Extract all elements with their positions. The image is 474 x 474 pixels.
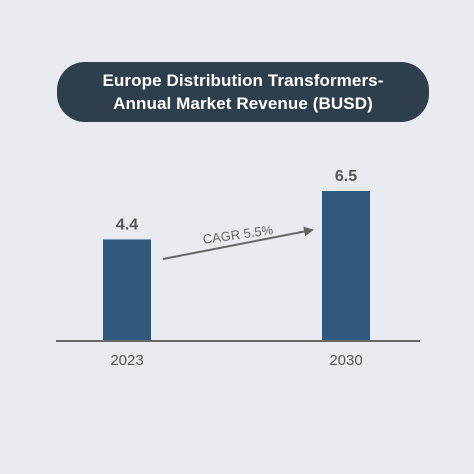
chart-title-line-1: Europe Distribution Transformers- (102, 71, 384, 90)
value-label-2023: 4.4 (116, 216, 138, 233)
bar-2023 (103, 239, 151, 341)
cagr-annotation: CAGR 5.5% (202, 222, 275, 247)
bar-2030 (322, 191, 370, 341)
x-tick-label-2030: 2030 (329, 352, 362, 369)
value-label-2030: 6.5 (335, 168, 357, 185)
chart-title-banner: Europe Distribution Transformers- Annual… (57, 62, 429, 122)
chart-title-line-2: Annual Market Revenue (BUSD) (113, 94, 373, 113)
x-tick-label-2023: 2023 (110, 352, 143, 369)
cagr-arrow (162, 226, 314, 260)
bars-layer: 4.4 2023 6.5 2030 (103, 168, 370, 369)
